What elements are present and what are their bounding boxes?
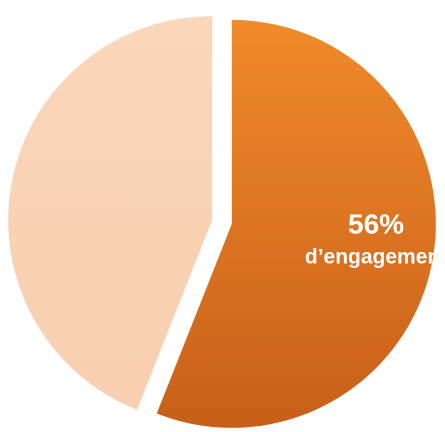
slice-caption-label: d’engagement xyxy=(305,246,445,269)
pie-slice-2 xyxy=(8,16,213,410)
slice-value-label: 56% xyxy=(348,209,404,240)
pie-slice-1 xyxy=(156,19,436,428)
